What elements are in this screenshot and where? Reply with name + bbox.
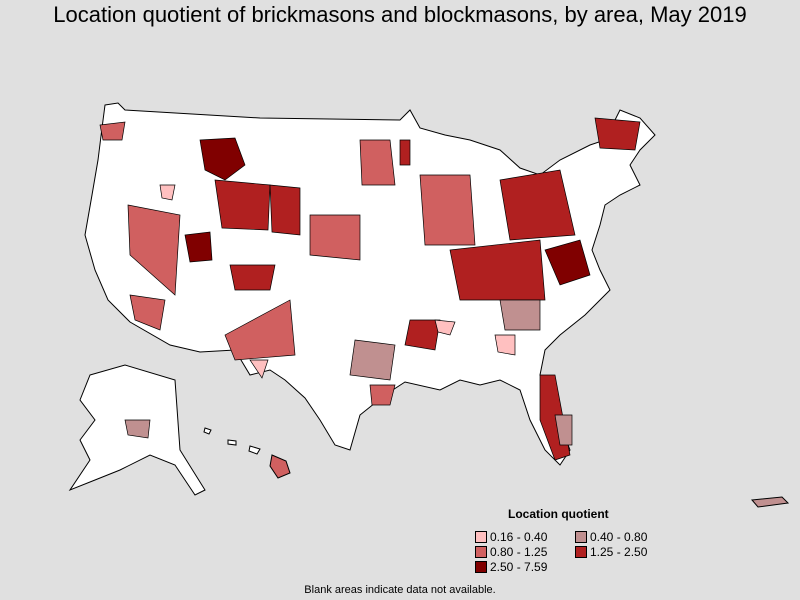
metro-area — [419, 174, 476, 246]
legend-swatch — [575, 531, 587, 543]
metro-area — [369, 384, 396, 406]
legend-label: 0.80 - 1.25 — [490, 545, 548, 559]
metro-area — [229, 264, 276, 291]
metro-area — [359, 139, 396, 186]
legend-title: Location quotient — [508, 507, 609, 521]
metro-area — [499, 299, 541, 331]
metro-area — [249, 359, 269, 379]
metro-area — [99, 121, 126, 141]
metro-area — [184, 231, 213, 263]
legend-item: 0.16 - 0.40 — [475, 530, 547, 544]
metro-area — [449, 239, 546, 301]
legend-swatch — [475, 531, 487, 543]
hawaii — [203, 427, 291, 479]
legend-label: 2.50 - 7.59 — [490, 560, 548, 574]
legend-item: 1.25 - 2.50 — [575, 545, 647, 559]
legend-item: 0.40 - 0.80 — [575, 530, 647, 544]
legend-swatch — [475, 546, 487, 558]
metro-area — [269, 184, 301, 236]
puerto-rico — [750, 496, 790, 508]
metro-area — [309, 214, 361, 261]
metro-areas — [99, 117, 641, 461]
legend-item: 0.80 - 1.25 — [475, 545, 547, 559]
metro-area — [544, 239, 591, 286]
metro-area — [554, 414, 573, 446]
metro-area — [224, 299, 296, 361]
metro-area — [594, 117, 641, 151]
legend-swatch — [475, 561, 487, 573]
metro-area — [199, 137, 246, 181]
legend-label: 0.40 - 0.80 — [590, 530, 648, 544]
map-title: Location quotient of brickmasons and blo… — [53, 2, 747, 27]
legend-label: 1.25 - 2.50 — [590, 545, 648, 559]
legend-item: 2.50 - 7.59 — [475, 560, 547, 574]
metro-area — [127, 204, 181, 296]
metro-area — [129, 294, 166, 331]
metro-area — [494, 334, 516, 356]
metro-area — [159, 184, 176, 201]
legend-label: 0.16 - 0.40 — [490, 530, 548, 544]
data-note: Blank areas indicate data not available. — [304, 584, 496, 596]
legend-swatch — [575, 546, 587, 558]
metro-area — [214, 179, 271, 231]
metro-area — [349, 339, 396, 381]
metro-area — [499, 169, 576, 241]
metro-area — [124, 419, 151, 439]
metro-area — [404, 319, 441, 351]
metro-area — [434, 319, 456, 336]
metro-area — [399, 139, 411, 166]
